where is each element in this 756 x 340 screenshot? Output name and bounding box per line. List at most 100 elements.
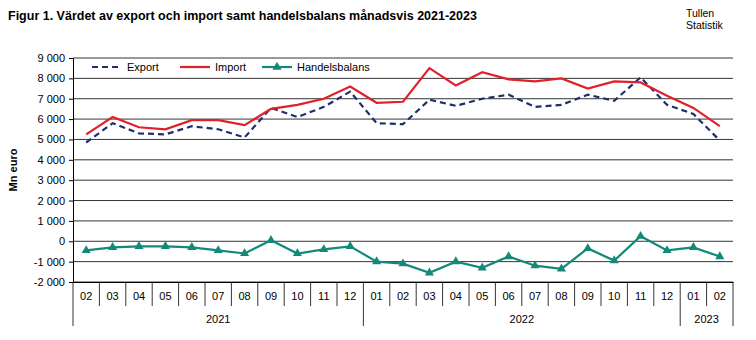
category-separator	[310, 282, 311, 306]
series-line	[86, 68, 720, 134]
x-tick: 01	[687, 290, 699, 302]
category-separator	[231, 282, 232, 306]
series-line	[86, 77, 720, 142]
category-separator	[733, 282, 734, 326]
series-marker	[372, 256, 381, 264]
category-separator	[442, 282, 443, 306]
category-separator	[627, 282, 628, 306]
y-tick-label: 9 000	[37, 52, 65, 64]
y-tick-label: 6 000	[37, 113, 65, 125]
x-tick: 01	[370, 290, 382, 302]
grid-line	[73, 58, 733, 59]
y-tick: 5 000	[37, 133, 73, 145]
x-tick-label: 01	[687, 290, 699, 302]
category-separator	[73, 282, 74, 326]
x-tick: 12	[344, 290, 356, 302]
series-marker	[108, 242, 117, 250]
x-tick: 06	[502, 290, 514, 302]
y-tick-label: -1 000	[34, 256, 65, 268]
x-tick: 03	[106, 290, 118, 302]
y-tick-mark	[69, 119, 73, 120]
series-marker	[583, 243, 592, 251]
x-tick: 04	[133, 290, 145, 302]
y-tick: 0	[59, 235, 73, 247]
category-separator	[363, 282, 364, 326]
x-axis: 0203040506070809101112010203040506070809…	[74, 283, 734, 302]
grid-line	[73, 180, 733, 181]
x-tick: 06	[186, 290, 198, 302]
category-separator	[416, 282, 417, 306]
y-tick: 3 000	[37, 174, 73, 186]
x-tick: 05	[159, 290, 171, 302]
x-tick-label: 06	[186, 290, 198, 302]
category-separator	[495, 282, 496, 306]
y-tick-label: -2 000	[34, 276, 65, 288]
x-tick-label: 04	[450, 290, 462, 302]
legend-swatch	[92, 66, 122, 68]
y-tick: 4 000	[37, 154, 73, 166]
series-line	[86, 236, 720, 273]
y-axis-line	[69, 59, 74, 283]
title: Figur 1. Värdet av export och import sam…	[8, 9, 477, 23]
legend-background	[86, 59, 392, 75]
y-tick-mark	[69, 99, 73, 100]
x-tick-label: 12	[344, 290, 356, 302]
category-separator	[706, 282, 707, 306]
legend-label: Handelsbalans	[297, 61, 370, 73]
x-tick-label: 02	[714, 290, 726, 302]
y-tick: 6 000	[37, 113, 73, 125]
grid-line	[73, 78, 733, 79]
y-tick-label: 5 000	[37, 133, 65, 145]
category-separator	[389, 282, 390, 306]
y-tick: -1 000	[34, 256, 73, 268]
x-tick-label: 08	[555, 290, 567, 302]
y-tick-label: 0	[59, 235, 65, 247]
series-marker	[689, 242, 698, 250]
y-tick-label: 3 000	[37, 174, 65, 186]
series-marker	[451, 256, 460, 264]
x-tick: 02	[80, 290, 92, 302]
category-separator	[125, 282, 126, 306]
y-tick: 2 000	[37, 195, 73, 207]
x-tick-label: 10	[608, 290, 620, 302]
x-tick-label: 02	[397, 290, 409, 302]
y-tick-mark	[69, 282, 73, 283]
series-marker	[610, 255, 619, 263]
y-tick-mark	[69, 201, 73, 202]
series-marker	[478, 262, 487, 270]
source: Statistik	[686, 19, 724, 31]
source: Tullen	[686, 7, 714, 19]
x-group-label: 2023	[694, 313, 718, 325]
series-marker	[240, 248, 249, 256]
x-group-label: 2021	[206, 313, 230, 325]
legend-swatch	[180, 66, 210, 68]
category-separator	[601, 282, 602, 306]
series-marker	[530, 260, 539, 268]
category-separator	[284, 282, 285, 306]
series-marker	[557, 263, 566, 271]
y-tick: 8 000	[37, 72, 73, 84]
y-tick-mark	[69, 160, 73, 161]
series-marker	[504, 251, 513, 259]
x-tick-label: 04	[133, 290, 145, 302]
x-tick: 09	[582, 290, 594, 302]
category-separator	[521, 282, 522, 306]
series-marker	[293, 248, 302, 256]
series-marker	[214, 245, 223, 253]
x-tick: 11	[635, 290, 646, 302]
category-separator	[257, 282, 258, 306]
category-separator	[337, 282, 338, 306]
legend-label: Export	[127, 61, 159, 73]
x-tick: 10	[291, 290, 303, 302]
x-axis-line	[74, 282, 734, 283]
series-marker	[636, 231, 645, 239]
y-tick-label: 4 000	[37, 154, 65, 166]
x-tick: 09	[265, 290, 277, 302]
legend-marker	[272, 62, 281, 70]
grid-line	[73, 159, 733, 160]
category-separator	[680, 282, 681, 326]
x-tick-label: 05	[159, 290, 171, 302]
legend-label: Import	[215, 61, 246, 73]
y-tick-mark	[69, 221, 73, 222]
y-tick-label: 7 000	[37, 93, 65, 105]
